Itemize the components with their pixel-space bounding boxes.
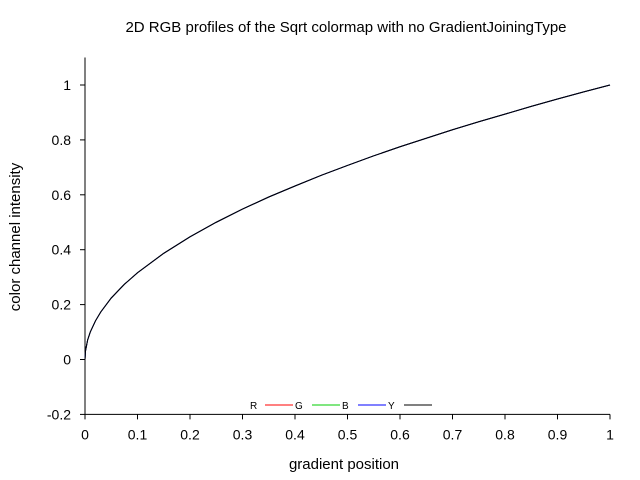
- series-line-b: [84, 84, 611, 360]
- x-axis-label: gradient position: [289, 456, 399, 473]
- x-tick-label: 0.1: [128, 426, 148, 442]
- x-tick-label: 0: [81, 426, 89, 442]
- x-tick-label: 0.6: [390, 426, 410, 442]
- x-tick-label: 0.7: [443, 426, 463, 442]
- x-tick-label: 0.3: [233, 426, 253, 442]
- series-line-g: [84, 84, 611, 360]
- series-line-y: [84, 84, 611, 360]
- y-tick-label: -0.2: [47, 406, 71, 422]
- x-tick-label: 0.9: [548, 426, 568, 442]
- legend-label-g: G: [295, 401, 303, 412]
- y-axis-label: color channel intensity: [7, 162, 24, 311]
- legend-label-b: B: [342, 401, 349, 412]
- x-tick-label: 0.2: [180, 426, 200, 442]
- y-tick-label: 0.2: [52, 297, 72, 313]
- y-tick-label: 0.4: [52, 242, 72, 258]
- y-tick-label: 1: [63, 77, 71, 93]
- x-tick-label: 1: [606, 426, 614, 442]
- axes: 0 0.1 0.2 0.3 0.4 0.5 0.6 0.7 0.8 0.9 1 -0.2 0 0.2 0.4…: [47, 57, 614, 442]
- y-tick-label: 0: [63, 352, 71, 368]
- legend-label-r: R: [250, 401, 257, 412]
- x-tick-label: 0.4: [285, 426, 305, 442]
- chart-title: 2D RGB profiles of the Sqrt colormap wit…: [125, 19, 566, 36]
- legend-label-y: Y: [388, 401, 395, 412]
- series-line-r: [84, 84, 611, 360]
- plot-area: [84, 84, 611, 360]
- y-tick-label: 0.6: [52, 187, 72, 203]
- y-tick-label: 0.8: [52, 132, 72, 148]
- x-tick-label: 0.8: [495, 426, 515, 442]
- x-tick-label: 0.5: [338, 426, 358, 442]
